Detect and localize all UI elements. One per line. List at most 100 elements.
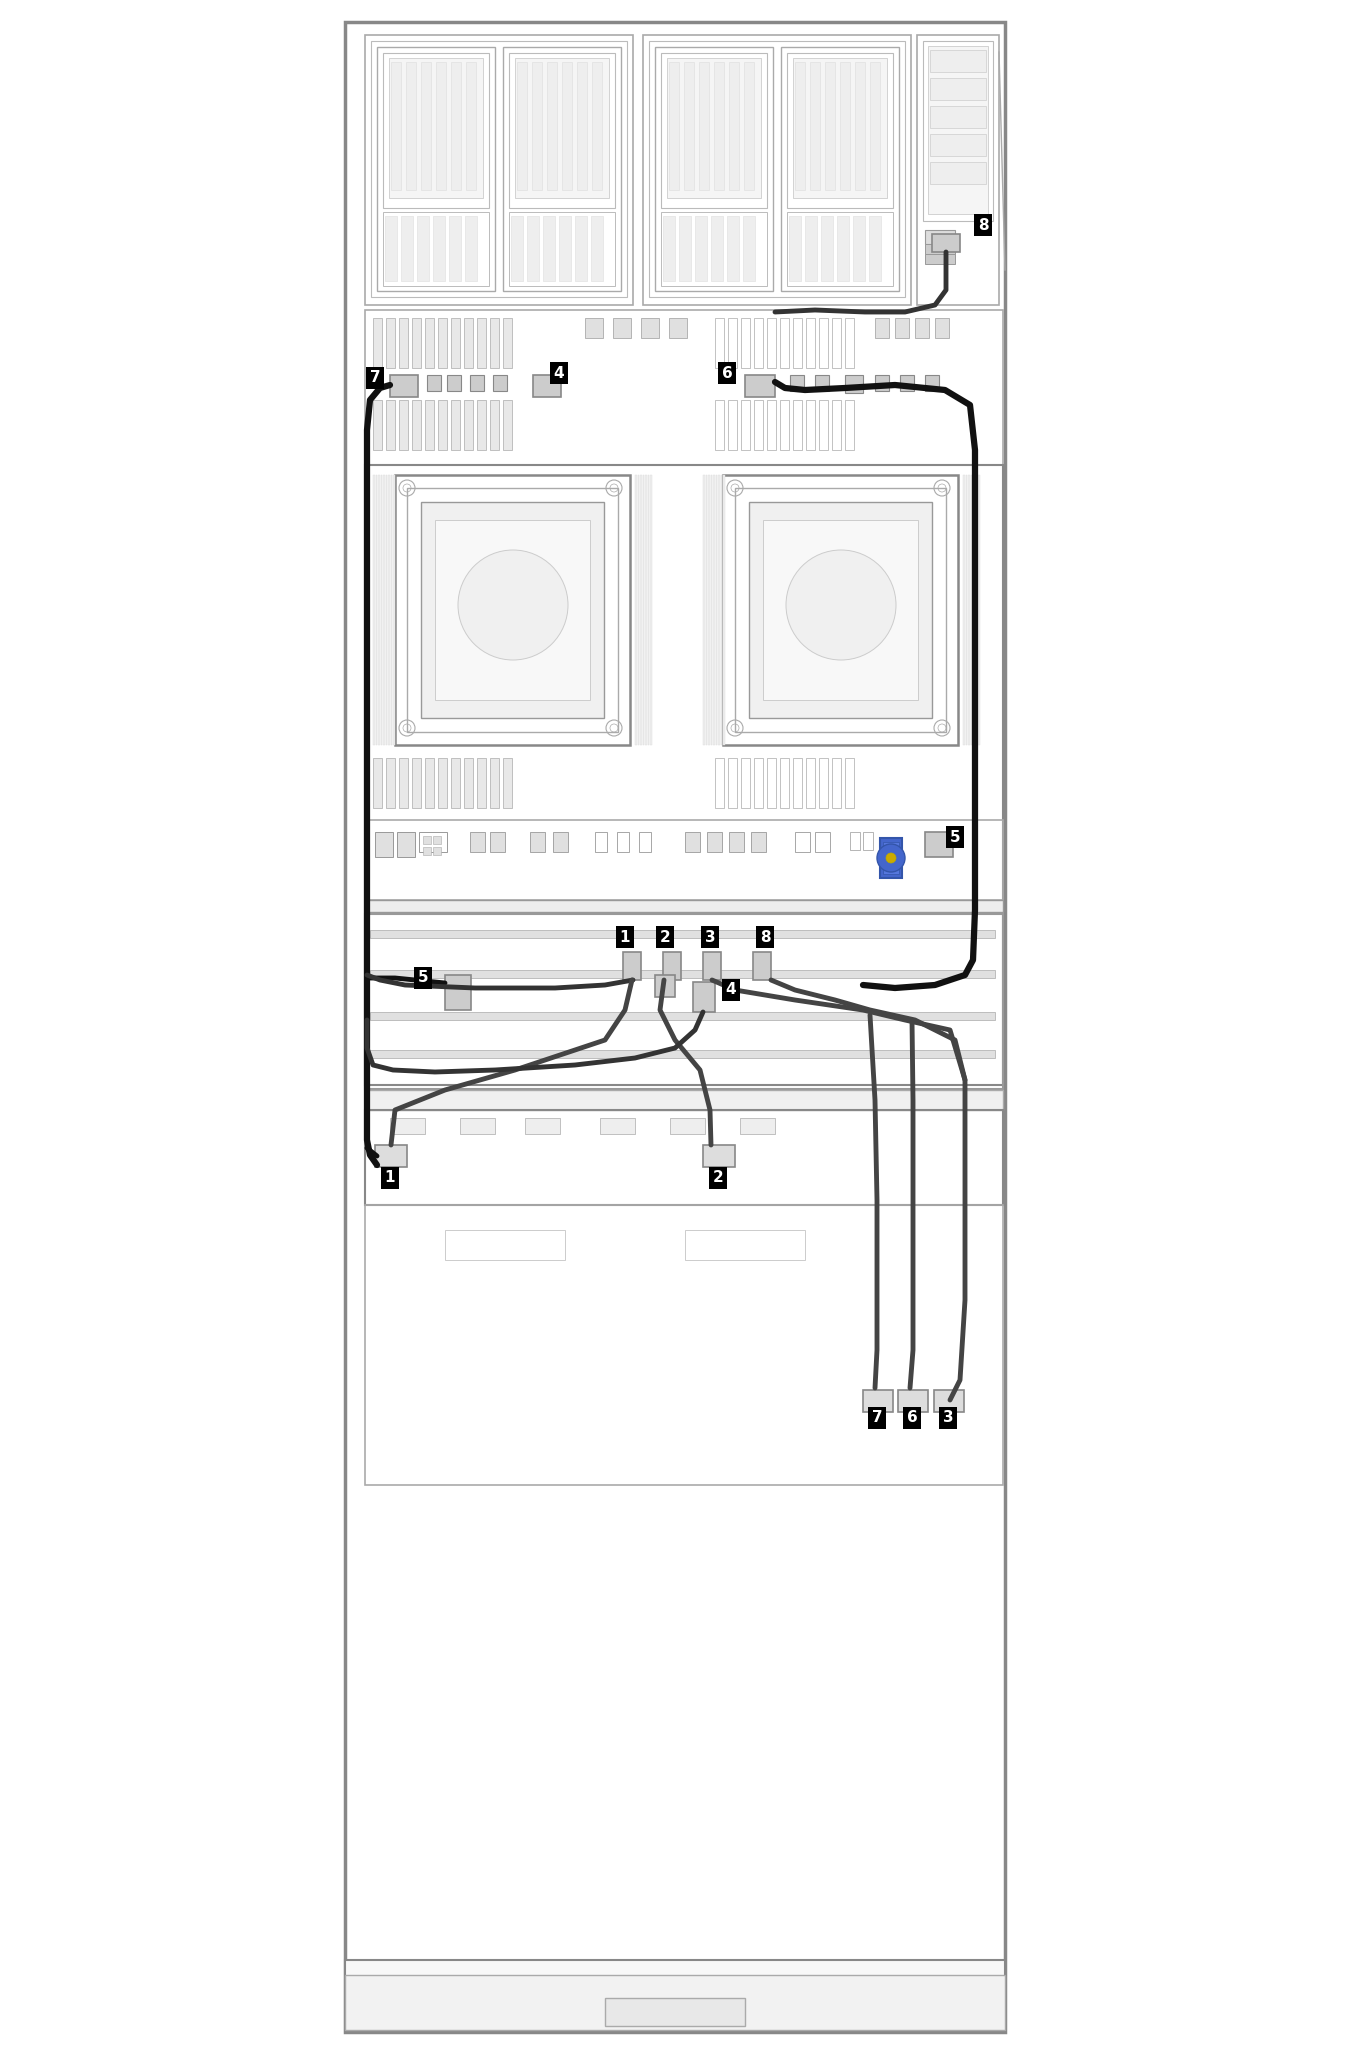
Bar xyxy=(433,215,446,282)
Bar xyxy=(400,400,408,449)
Bar xyxy=(412,400,421,449)
Bar xyxy=(753,952,771,979)
Bar xyxy=(504,758,512,807)
Bar xyxy=(504,400,512,449)
Bar xyxy=(977,474,980,745)
Bar xyxy=(900,375,914,391)
Bar xyxy=(378,474,379,745)
Bar xyxy=(744,62,755,190)
Bar xyxy=(559,215,571,282)
Bar xyxy=(845,375,863,393)
Bar xyxy=(364,1205,1003,1484)
Bar xyxy=(543,215,555,282)
Bar xyxy=(729,832,744,853)
Bar xyxy=(418,832,447,853)
Bar xyxy=(716,474,717,745)
Bar xyxy=(490,319,500,368)
Bar xyxy=(792,400,802,449)
Bar xyxy=(925,230,954,244)
Bar xyxy=(806,400,815,449)
Bar xyxy=(464,758,472,807)
Bar xyxy=(930,106,986,128)
Bar xyxy=(575,215,587,282)
Bar xyxy=(667,58,761,199)
Bar xyxy=(930,161,986,184)
Bar xyxy=(436,62,446,190)
Bar xyxy=(819,400,828,449)
Bar xyxy=(663,215,675,282)
Bar xyxy=(392,62,401,190)
Bar xyxy=(707,832,722,853)
Bar xyxy=(383,211,489,286)
Bar xyxy=(370,971,995,977)
Bar xyxy=(617,832,629,853)
Bar xyxy=(714,62,724,190)
Bar xyxy=(370,1049,995,1058)
Bar xyxy=(649,41,905,296)
Bar xyxy=(710,474,713,745)
Bar xyxy=(373,474,375,745)
Bar xyxy=(400,758,408,807)
Bar xyxy=(792,319,802,368)
Bar xyxy=(767,758,776,807)
Bar xyxy=(963,474,965,745)
Text: 3: 3 xyxy=(705,929,716,944)
Bar xyxy=(716,319,724,368)
Bar xyxy=(526,215,539,282)
Bar xyxy=(450,215,460,282)
Circle shape xyxy=(458,551,568,660)
Bar xyxy=(605,1998,745,2027)
Text: 7: 7 xyxy=(872,1410,883,1426)
Bar xyxy=(883,842,899,874)
Bar xyxy=(898,1389,927,1412)
Bar xyxy=(390,1118,425,1134)
Bar xyxy=(716,758,724,807)
Bar xyxy=(433,836,441,845)
Bar xyxy=(346,1975,1004,2031)
Bar xyxy=(845,400,855,449)
Bar xyxy=(643,35,911,304)
Bar xyxy=(386,400,396,449)
Bar xyxy=(504,319,512,368)
Bar xyxy=(741,319,751,368)
Bar xyxy=(925,255,954,265)
Bar xyxy=(767,319,776,368)
Bar xyxy=(477,319,486,368)
Bar xyxy=(381,474,382,745)
Bar xyxy=(504,48,621,292)
Bar xyxy=(875,375,890,391)
Bar xyxy=(531,832,545,853)
Bar xyxy=(490,758,500,807)
Bar xyxy=(936,319,949,337)
Bar xyxy=(880,838,902,878)
Bar xyxy=(855,62,865,190)
Text: 6: 6 xyxy=(722,366,732,381)
Bar xyxy=(931,234,960,253)
Bar xyxy=(364,1110,1003,1205)
Bar xyxy=(655,48,774,292)
Bar xyxy=(364,900,1003,913)
Bar xyxy=(728,319,737,368)
Bar xyxy=(364,820,1003,900)
Bar xyxy=(755,319,763,368)
Bar xyxy=(780,319,788,368)
Bar xyxy=(390,375,418,397)
Text: 6: 6 xyxy=(907,1410,918,1426)
Bar xyxy=(373,758,382,807)
Bar xyxy=(451,319,460,368)
Bar xyxy=(460,1118,495,1134)
Bar xyxy=(819,758,828,807)
Bar xyxy=(699,62,709,190)
Bar xyxy=(437,400,447,449)
Bar xyxy=(788,215,801,282)
Bar xyxy=(863,1389,892,1412)
Bar xyxy=(346,1960,1004,2033)
Bar xyxy=(734,489,946,733)
Bar xyxy=(693,981,716,1012)
Bar xyxy=(514,58,609,199)
Bar xyxy=(634,474,637,745)
Bar xyxy=(724,474,725,745)
Bar xyxy=(375,474,377,745)
Bar xyxy=(437,758,447,807)
Bar xyxy=(930,135,986,155)
